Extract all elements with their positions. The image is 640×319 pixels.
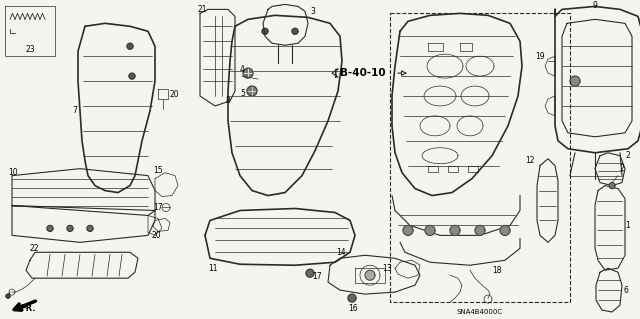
Polygon shape: [403, 226, 413, 235]
Text: 9: 9: [593, 1, 597, 10]
Text: 2: 2: [620, 164, 625, 173]
Text: 18: 18: [492, 266, 502, 275]
Text: 17: 17: [153, 203, 163, 212]
Text: 2: 2: [625, 151, 630, 160]
Polygon shape: [500, 226, 510, 235]
Polygon shape: [292, 28, 298, 34]
Text: 10: 10: [8, 168, 18, 177]
Polygon shape: [47, 226, 53, 231]
Polygon shape: [306, 269, 314, 277]
Text: SNA4B4000C: SNA4B4000C: [457, 309, 503, 315]
Polygon shape: [450, 226, 460, 235]
Text: 21: 21: [197, 5, 207, 14]
Text: 19: 19: [535, 52, 545, 61]
Polygon shape: [6, 294, 10, 298]
Text: 4: 4: [240, 65, 245, 74]
Text: 12: 12: [525, 156, 534, 165]
Text: 7: 7: [72, 107, 77, 115]
Text: B-40-10: B-40-10: [340, 68, 386, 78]
Text: FR.: FR.: [20, 304, 36, 313]
Bar: [390, 13, 570, 302]
Text: 20: 20: [170, 90, 180, 99]
Text: 23: 23: [25, 45, 35, 54]
Polygon shape: [129, 73, 135, 79]
Polygon shape: [67, 226, 73, 231]
Text: 6: 6: [623, 286, 628, 295]
Text: 16: 16: [348, 304, 358, 313]
Text: 8: 8: [225, 96, 230, 106]
Polygon shape: [475, 226, 485, 235]
Polygon shape: [127, 43, 133, 49]
Text: 14: 14: [336, 248, 346, 257]
Text: 13: 13: [382, 264, 392, 273]
Polygon shape: [87, 226, 93, 231]
Text: 3: 3: [310, 7, 315, 16]
Polygon shape: [247, 86, 257, 96]
Polygon shape: [262, 28, 268, 34]
Polygon shape: [425, 226, 435, 235]
Polygon shape: [609, 182, 615, 189]
Polygon shape: [365, 270, 375, 280]
Text: 5: 5: [240, 88, 245, 98]
Text: 11: 11: [208, 264, 218, 273]
Polygon shape: [570, 76, 580, 86]
Polygon shape: [243, 68, 253, 78]
Text: 17: 17: [312, 272, 322, 281]
Text: 15: 15: [153, 166, 163, 175]
Text: 1: 1: [625, 221, 630, 230]
Text: 20: 20: [152, 231, 162, 240]
Polygon shape: [348, 294, 356, 302]
Text: 22: 22: [30, 244, 40, 253]
